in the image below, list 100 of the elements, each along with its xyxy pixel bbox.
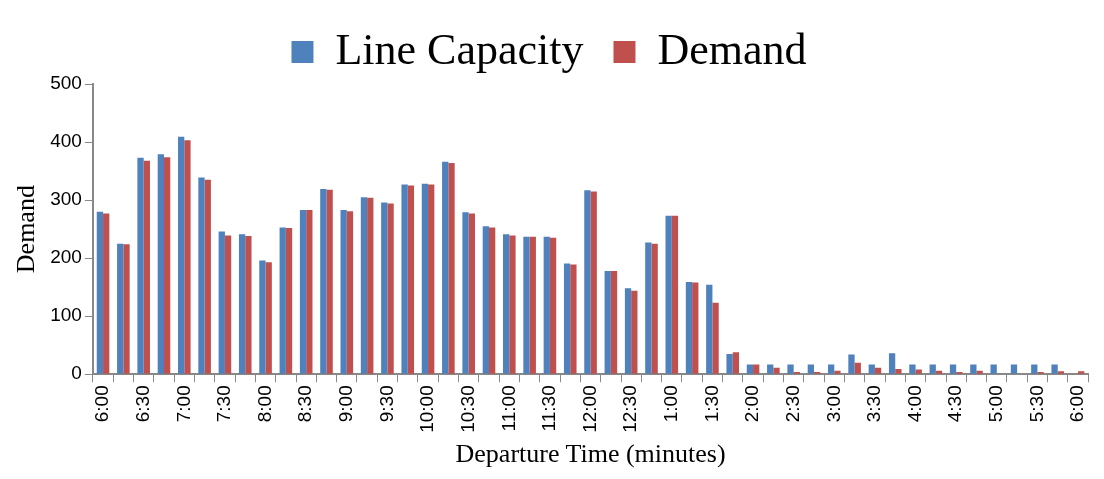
x-tick-label: 11:30 bbox=[538, 385, 560, 432]
bar bbox=[712, 302, 719, 374]
bar bbox=[665, 215, 672, 374]
bar bbox=[909, 364, 916, 374]
bar bbox=[828, 364, 835, 374]
bar bbox=[123, 244, 130, 374]
x-tick-label: 11:00 bbox=[497, 385, 519, 432]
bar bbox=[1051, 364, 1058, 374]
bar bbox=[645, 242, 652, 374]
bar bbox=[807, 364, 814, 374]
bar bbox=[340, 209, 347, 374]
bar bbox=[990, 364, 997, 374]
x-tick-label: 5:00 bbox=[985, 385, 1007, 423]
x-tick-label: 10:30 bbox=[456, 385, 478, 433]
bar bbox=[224, 235, 232, 374]
bar bbox=[888, 353, 896, 374]
bar bbox=[442, 161, 449, 374]
bar bbox=[320, 189, 327, 374]
bar bbox=[631, 290, 638, 374]
bar bbox=[590, 191, 597, 374]
bar bbox=[468, 213, 475, 374]
bar bbox=[218, 231, 225, 374]
bar bbox=[279, 227, 286, 374]
bar bbox=[692, 282, 699, 374]
y-tick-label: 400 bbox=[50, 130, 82, 152]
bar bbox=[529, 236, 536, 374]
bar bbox=[407, 185, 415, 374]
bar bbox=[489, 227, 496, 374]
bar bbox=[773, 367, 780, 374]
bar bbox=[848, 354, 855, 374]
y-tick-label: 300 bbox=[50, 188, 82, 210]
bar bbox=[265, 262, 272, 374]
bar bbox=[895, 369, 902, 374]
bar bbox=[503, 234, 510, 374]
bar bbox=[157, 154, 164, 374]
y-axis-title: Demand bbox=[11, 185, 41, 274]
bar bbox=[549, 237, 557, 374]
bar bbox=[326, 189, 333, 374]
bar bbox=[401, 184, 408, 374]
bar bbox=[387, 203, 394, 374]
bar bbox=[706, 284, 713, 374]
bar bbox=[570, 264, 577, 374]
bar bbox=[204, 179, 211, 374]
bar bbox=[929, 364, 936, 374]
bar bbox=[767, 364, 774, 374]
bar bbox=[610, 270, 618, 374]
bar bbox=[753, 364, 760, 374]
bar bbox=[584, 190, 591, 374]
bar bbox=[367, 197, 374, 374]
x-tick-label: 3:30 bbox=[863, 385, 885, 423]
x-tick-label: 4:00 bbox=[903, 385, 925, 423]
bar bbox=[299, 209, 307, 374]
bar bbox=[1057, 371, 1065, 374]
bar bbox=[1078, 371, 1085, 374]
y-tick-label: 0 bbox=[71, 362, 82, 384]
x-tick-label: 1:30 bbox=[700, 385, 722, 423]
bar bbox=[651, 243, 658, 374]
bar bbox=[1031, 364, 1038, 374]
bar bbox=[624, 288, 632, 374]
bar bbox=[949, 364, 957, 374]
bar bbox=[1010, 364, 1018, 374]
bar bbox=[482, 226, 489, 374]
bar bbox=[685, 281, 693, 374]
x-tick-label: 12:30 bbox=[619, 385, 641, 433]
bar bbox=[543, 236, 550, 374]
bar bbox=[509, 235, 516, 374]
bar bbox=[306, 209, 313, 374]
y-tick-label: 200 bbox=[50, 246, 82, 268]
x-tick-label: 9:30 bbox=[375, 385, 397, 423]
bar bbox=[346, 211, 354, 374]
bar bbox=[448, 162, 455, 374]
bar bbox=[787, 364, 794, 374]
bar bbox=[726, 353, 733, 374]
bar bbox=[163, 157, 171, 374]
bar bbox=[976, 370, 983, 374]
x-tick-label: 6:00 bbox=[91, 385, 113, 423]
bar bbox=[360, 197, 368, 374]
bar bbox=[428, 184, 435, 374]
bar bbox=[198, 177, 205, 374]
x-tick-label: 5:30 bbox=[1025, 385, 1047, 423]
x-tick-label: 12:00 bbox=[578, 385, 600, 433]
x-tick-label: 6:00 bbox=[1066, 385, 1088, 423]
bar bbox=[245, 236, 252, 374]
legend-label: Line Capacity bbox=[335, 24, 584, 74]
x-axis-title: Departure Time (minutes) bbox=[455, 439, 726, 469]
x-tick-label: 9:00 bbox=[335, 385, 357, 423]
bar bbox=[915, 369, 922, 374]
bar bbox=[970, 364, 977, 374]
bar bbox=[874, 367, 882, 374]
x-tick-label: 8:30 bbox=[294, 385, 316, 423]
bar bbox=[103, 213, 110, 374]
bar bbox=[421, 183, 429, 374]
x-tick-label: 10:00 bbox=[416, 385, 438, 433]
x-tick-label: 2:00 bbox=[741, 385, 763, 423]
bar bbox=[523, 236, 530, 374]
bar bbox=[732, 352, 740, 374]
bar bbox=[746, 364, 754, 374]
bar bbox=[285, 227, 293, 374]
bar bbox=[935, 370, 943, 374]
bar bbox=[143, 160, 150, 374]
